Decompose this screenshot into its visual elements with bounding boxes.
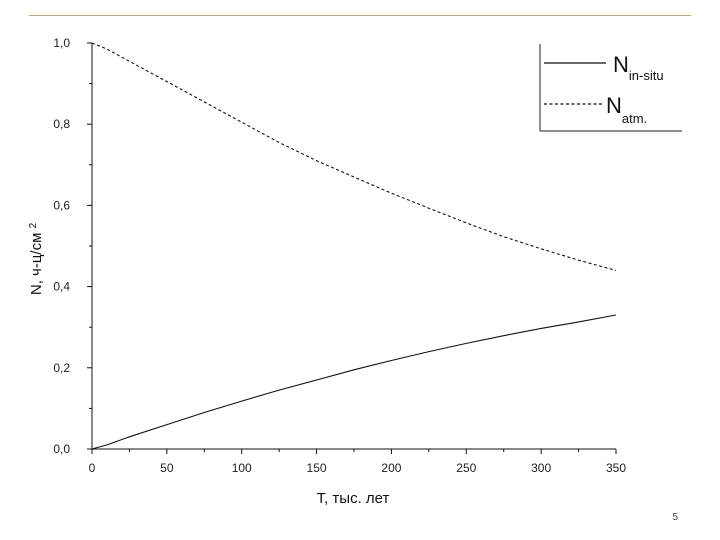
x-tick-label: 0 xyxy=(89,461,96,475)
legend-label-atm-main: N xyxy=(606,93,622,118)
y-tick-label: 0,0 xyxy=(53,442,70,456)
series-line-atm xyxy=(91,42,617,271)
x-tick-label: 200 xyxy=(381,461,401,475)
y-tick-label: 0,2 xyxy=(53,361,70,375)
legend-label-in-situ-main: N xyxy=(613,52,629,77)
legend-label-atm: Natm. xyxy=(606,93,647,126)
legend-label-in-situ-sub: in-situ xyxy=(629,68,664,83)
legend-label-in-situ: Nin-situ xyxy=(613,52,664,83)
legend: Nin-situ Natm. xyxy=(539,44,682,132)
y-tick-label: 0,8 xyxy=(53,117,70,131)
y-tick-label: 0,4 xyxy=(53,280,70,294)
y-axis-title: N, ч-ц/см 2 xyxy=(28,222,46,295)
legend-label-atm-sub: atm. xyxy=(622,111,647,126)
series-line-in-situ xyxy=(91,314,617,450)
chart-series xyxy=(91,42,617,450)
x-axis-title: Т, тыс. лет xyxy=(317,490,390,507)
page-number: 5 xyxy=(672,512,678,523)
y-tick-label: 0,6 xyxy=(53,198,70,212)
y-axis-title-text: N, ч-ц/см xyxy=(28,233,45,296)
x-tick-label: 250 xyxy=(456,461,476,475)
x-tick-label: 300 xyxy=(531,461,551,475)
chart-ticks: 0,0 0,2 0,4 0,6 0,8 1,0 0 50 100 150 200 250 300 350 xyxy=(53,36,626,475)
x-tick-label: 150 xyxy=(307,461,327,475)
header-rule xyxy=(29,15,691,16)
chart-axes xyxy=(91,43,616,450)
x-tick-label: 50 xyxy=(160,461,174,475)
x-tick-label: 100 xyxy=(232,461,252,475)
y-axis-title-superscript: 2 xyxy=(28,222,39,228)
x-tick-label: 350 xyxy=(606,461,626,475)
y-tick-label: 1,0 xyxy=(53,36,70,50)
